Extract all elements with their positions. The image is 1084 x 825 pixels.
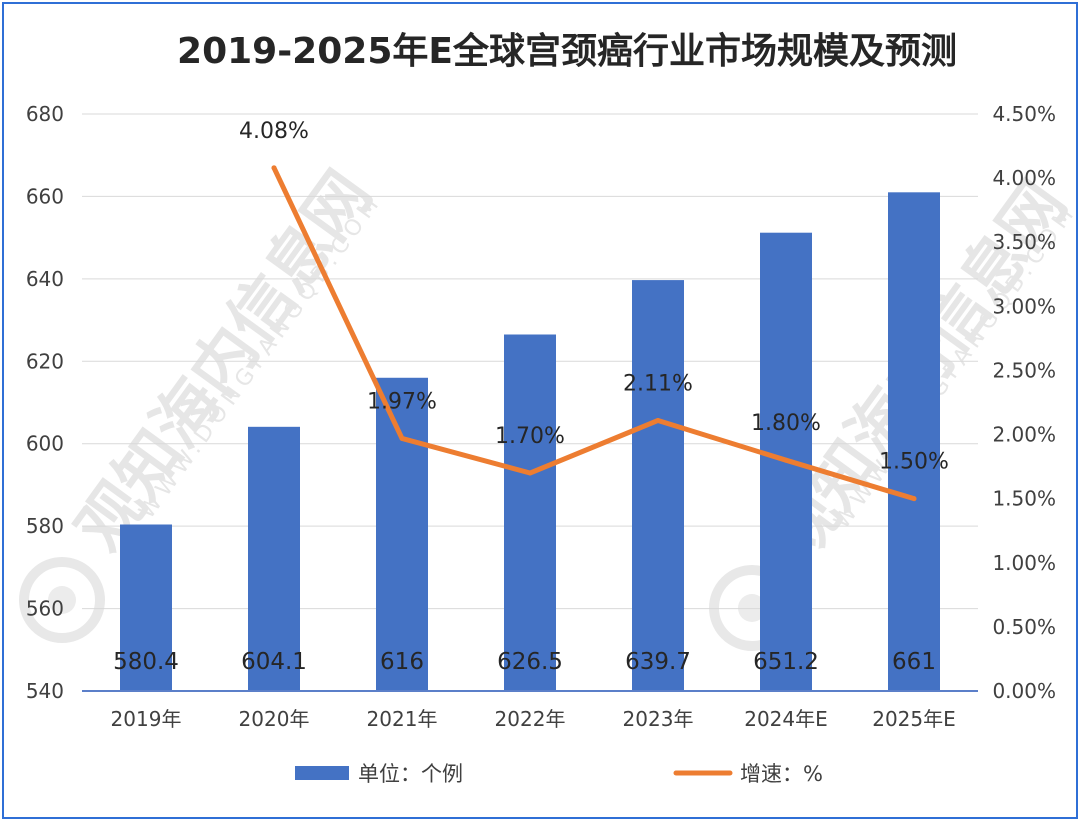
line-value-label: 2.11% <box>623 371 693 396</box>
bar-value-label: 616 <box>380 649 424 675</box>
y-right-tick-label: 4.00% <box>992 166 1056 190</box>
line-value-label: 1.50% <box>879 450 949 475</box>
bar-value-label: 626.5 <box>497 649 563 675</box>
line-value-label: 1.80% <box>751 411 821 436</box>
legend-label-line: 增速：% <box>740 762 823 786</box>
y-right-tick-label: 4.50% <box>992 102 1056 126</box>
x-tick-label: 2023年 <box>623 707 694 731</box>
line-value-label: 1.97% <box>367 389 437 414</box>
legend: 单位：个例 增速：% <box>295 762 823 786</box>
y-right-tick-label: 3.50% <box>992 230 1056 254</box>
line-value-label: 4.08% <box>239 119 309 144</box>
y-left-tick-label: 600 <box>26 432 64 456</box>
line-point <box>783 457 789 463</box>
bar <box>504 334 556 691</box>
bar-value-label: 604.1 <box>241 649 307 675</box>
y-right-tick-label: 0.00% <box>992 679 1056 703</box>
watermark-logo-inner-icon <box>48 586 76 614</box>
y-left-tick-label: 540 <box>26 679 64 703</box>
y-left-tick-label: 660 <box>26 184 64 208</box>
line-point <box>527 470 533 476</box>
bar-value-label: 661 <box>892 649 936 675</box>
y-right-tick-label: 3.00% <box>992 294 1056 318</box>
y-left-tick-label: 580 <box>26 514 64 538</box>
bar <box>888 192 940 692</box>
legend-label-bar: 单位：个例 <box>358 762 463 786</box>
y-right-tick-label: 2.00% <box>992 423 1056 447</box>
x-tick-label: 2021年 <box>367 707 438 731</box>
bar <box>376 377 428 691</box>
line-series <box>271 165 917 502</box>
growth-line <box>271 165 917 502</box>
watermark-logo-inner-icon <box>738 594 766 622</box>
y-left-tick-label: 560 <box>26 597 64 621</box>
y-right-tick-label: 1.50% <box>992 487 1056 511</box>
y-right-tick-label: 1.00% <box>992 551 1056 575</box>
x-tick-label: 2022年 <box>495 707 566 731</box>
bar-value-label: 639.7 <box>625 649 691 675</box>
y-right-tick-label: 0.50% <box>992 615 1056 639</box>
chart-title: 2019-2025年E全球宫颈癌行业市场规模及预测 <box>177 30 957 72</box>
y-right-tick-label: 2.50% <box>992 358 1056 382</box>
bar <box>248 426 300 691</box>
watermark-left: 观知海内信息网 WWW.DONGFANGQB.COM <box>19 158 387 643</box>
x-tick-label: 2019年 <box>111 707 182 731</box>
line-data-labels: 4.08% 1.97% 1.70% 2.11% 1.80% 1.50% <box>239 119 949 475</box>
bar-data-labels: 580.4 604.1 616 626.5 639.7 651.2 661 <box>113 649 936 675</box>
bar-value-label: 580.4 <box>113 649 179 675</box>
line-point <box>271 165 277 171</box>
watermark-logo-icon <box>19 557 105 643</box>
bar <box>632 280 684 691</box>
y-left-tick-label: 640 <box>26 267 64 291</box>
y-left-tick-label: 680 <box>26 102 64 126</box>
bar-value-label: 651.2 <box>753 649 819 675</box>
y-axis-left: 540 560 580 600 620 640 660 680 <box>26 102 64 703</box>
line-point <box>655 417 661 423</box>
x-axis: 2019年 2020年 2021年 2022年 2023年 2024年E 2025年E <box>111 707 956 731</box>
line-point <box>399 435 405 441</box>
y-left-tick-label: 620 <box>26 349 64 373</box>
line-point <box>911 496 917 502</box>
x-tick-label: 2020年 <box>239 707 310 731</box>
x-tick-label: 2024年E <box>744 707 828 731</box>
y-axis-right: 0.00% 0.50% 1.00% 1.50% 2.00% 2.50% 3.00% 3.50%… <box>992 102 1056 703</box>
bar <box>120 524 172 691</box>
x-tick-label: 2025年E <box>872 707 956 731</box>
line-value-label: 1.70% <box>495 424 565 449</box>
legend-swatch-bar <box>295 766 349 780</box>
